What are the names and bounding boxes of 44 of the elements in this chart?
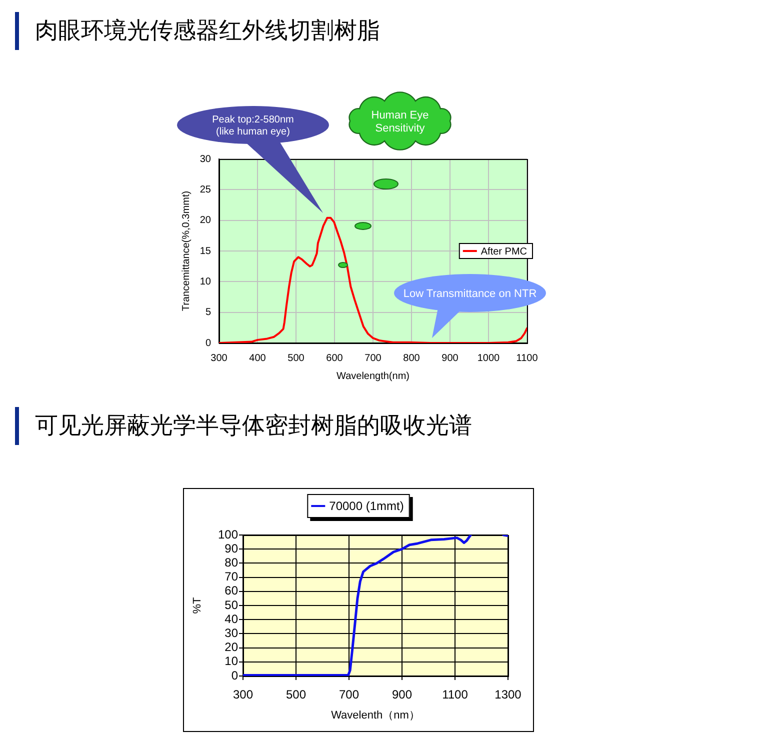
x-tick-label: 500: [288, 352, 305, 364]
x-tick-label: 1300: [494, 688, 522, 702]
legend-label: 70000 (1mmt): [329, 498, 404, 513]
text: Peak top:2-580nm (like human eye): [212, 114, 294, 138]
x-tick-label: 1100: [516, 352, 538, 364]
x-tick-label: 700: [364, 352, 382, 364]
y-tick-label: 40: [224, 612, 238, 626]
x-tick-label: 400: [249, 352, 266, 364]
x-tick-label: 300: [210, 352, 228, 364]
x-tick-label: 500: [286, 688, 306, 702]
annotation: Low Transmittance on NTR: [403, 288, 537, 300]
y-tick-label: 10: [200, 276, 212, 288]
y-tick-label: 30: [200, 154, 212, 165]
chart-title: 肉眼环境光传感器红外线切割树脂: [35, 17, 380, 46]
x-tick-label: 700: [338, 688, 360, 702]
y-tick-label: 70: [224, 570, 238, 584]
y-tick-label: 30: [224, 626, 238, 640]
x-tick-label: 900: [392, 688, 412, 702]
y-tick-label: 100: [218, 527, 238, 542]
x-axis-title: Wavelenth（nm）: [331, 709, 420, 722]
x-tick-label: 1100: [442, 688, 468, 702]
y-tick-label: 0: [205, 338, 212, 349]
y-tick-label: 20: [224, 640, 238, 654]
x-tick-label: 800: [403, 352, 420, 364]
y-tick-label: 20: [200, 215, 212, 226]
text: Human Eye Sensitivity: [371, 109, 429, 134]
x-tick-label: 600: [326, 352, 344, 364]
y-tick-label: 50: [224, 598, 238, 612]
y-tick-label: 25: [200, 184, 212, 196]
x-tick-label: 300: [232, 688, 254, 702]
chart-title: 可见光屏蔽光学半导体密封树脂的吸收光谱: [35, 412, 472, 441]
x-tick-label: 900: [442, 352, 459, 364]
x-tick-label: 1000: [477, 352, 500, 364]
y-tick-label: 15: [200, 246, 212, 257]
y-tick-label: 0: [231, 668, 238, 682]
y-tick-label: 10: [224, 654, 238, 668]
y-axis-title: Trancemittance(%,0.3mmt): [180, 190, 192, 312]
y-tick-label: 60: [224, 584, 238, 598]
y-tick-label: 80: [224, 556, 238, 570]
x-axis-title: Wavelength(nm): [336, 370, 410, 382]
legend-label: After PMC: [480, 246, 528, 258]
y-tick-label: 5: [205, 307, 212, 318]
y-axis-title: %T: [192, 596, 204, 614]
y-tick-label: 90: [224, 541, 238, 556]
